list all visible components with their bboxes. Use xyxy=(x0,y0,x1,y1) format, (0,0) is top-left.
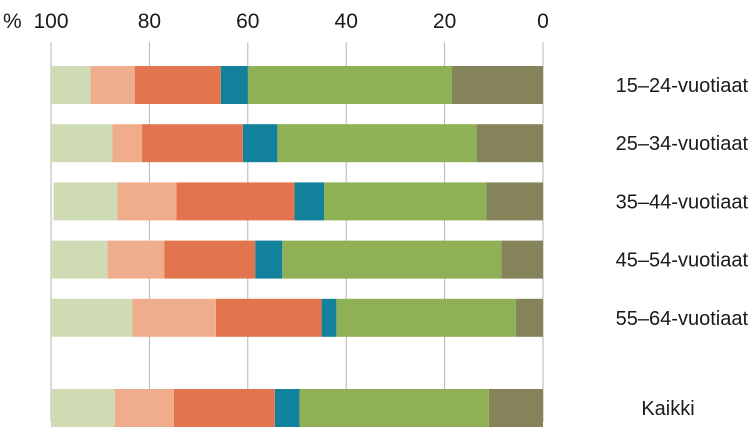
bar-segment-3 xyxy=(242,124,278,163)
bar-segment-2 xyxy=(336,298,516,337)
x-tick-label: 0 xyxy=(537,10,549,33)
bar-segment-4 xyxy=(164,240,256,279)
category-labels: 15–24-vuotiaat 25–34-vuotiaat 35–44-vuotia… xyxy=(616,75,749,420)
category-label: 45–54-vuotiaat xyxy=(616,250,749,272)
bar-segment-6 xyxy=(53,182,118,221)
bar-segment-1 xyxy=(486,182,543,221)
x-axis-ticks: % 100 80 60 40 20 0 xyxy=(3,10,549,33)
bar-segment-6 xyxy=(51,124,113,163)
bar-segment-6 xyxy=(51,298,133,337)
bar-segment-3 xyxy=(321,298,337,337)
bar-segment-5 xyxy=(112,124,143,163)
category-label: 35–44-vuotiaat xyxy=(616,191,749,213)
bar-segment-2 xyxy=(247,66,452,104)
bar-segment-1 xyxy=(501,240,543,279)
bar-segment-4 xyxy=(142,124,243,163)
bar-segment-3 xyxy=(220,66,248,104)
bar-segment-6 xyxy=(51,66,91,104)
bar-segment-5 xyxy=(107,240,165,279)
bar-segment-5 xyxy=(90,66,135,104)
x-tick-label: 100 xyxy=(33,10,68,33)
bar-segment-6 xyxy=(51,240,108,279)
bar-segment-4 xyxy=(174,389,275,427)
bar-segment-3 xyxy=(294,182,325,221)
category-label: 15–24-vuotiaat xyxy=(616,75,749,97)
bar-segment-1 xyxy=(488,389,543,427)
axis-unit-label: % xyxy=(3,10,22,33)
category-label: 25–34-vuotiaat xyxy=(616,133,749,155)
bar-segment-4 xyxy=(215,298,322,337)
bar-segment-1 xyxy=(451,66,543,104)
bar-segment-2 xyxy=(277,124,477,163)
x-tick-label: 60 xyxy=(236,10,259,33)
category-label: 55–64-vuotiaat xyxy=(616,308,749,330)
bar-segment-5 xyxy=(132,298,216,337)
category-label: Kaikki xyxy=(641,398,694,420)
bar-segment-4 xyxy=(176,182,295,221)
bar-segment-6 xyxy=(51,389,115,427)
bar-segment-3 xyxy=(255,240,283,279)
bars xyxy=(51,66,543,427)
bar-segment-1 xyxy=(476,124,543,163)
x-tick-label: 80 xyxy=(138,10,161,33)
bar-segment-1 xyxy=(515,298,543,337)
bar-segment-5 xyxy=(117,182,177,221)
bar-segment-5 xyxy=(114,389,174,427)
bar-segment-2 xyxy=(324,182,487,221)
bar-segment-4 xyxy=(134,66,221,104)
bar-segment-2 xyxy=(299,389,489,427)
bar-segment-2 xyxy=(282,240,502,279)
x-tick-label: 40 xyxy=(335,10,358,33)
bar-segment-3 xyxy=(274,389,300,427)
x-tick-label: 20 xyxy=(433,10,456,33)
gridlines xyxy=(50,42,544,422)
